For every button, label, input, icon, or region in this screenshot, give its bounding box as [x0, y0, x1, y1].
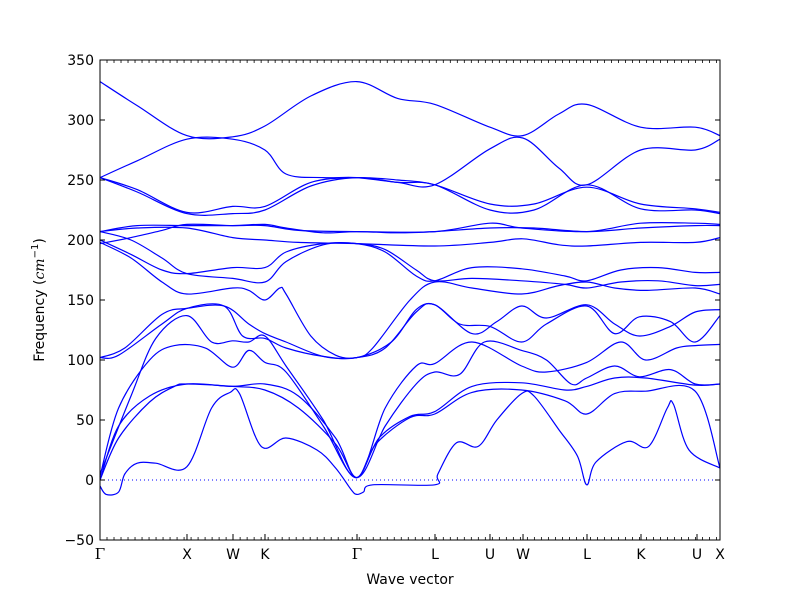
- dispersion-branch-5: [99, 314, 721, 479]
- y-axis-ticks: −50 0 50 100 150 200 250 300 350: [64, 53, 720, 549]
- y-tick-label: 0: [85, 473, 94, 489]
- dispersion-branch-8: [99, 241, 721, 359]
- x-tick-label: U: [485, 547, 495, 563]
- dispersion-branch-14: [99, 176, 721, 216]
- y-axis-label: Frequency (cm−1): [30, 238, 48, 362]
- dispersion-branch-12: [99, 226, 721, 247]
- dispersion-branch-9: [99, 239, 721, 282]
- dispersion-branch-15: [99, 176, 721, 214]
- x-tick-label: X: [715, 547, 725, 563]
- y-axis-label-unit: cm: [32, 258, 48, 279]
- x-tick-label: Γ: [95, 545, 105, 563]
- dispersion-branch-10: [99, 231, 721, 289]
- x-tick-label: K: [636, 547, 646, 563]
- y-axis-label-suffix: ): [32, 238, 48, 243]
- y-tick-label: 350: [67, 53, 94, 69]
- y-tick-label: 100: [67, 353, 94, 369]
- dispersion-branch-6: [99, 302, 721, 360]
- y-tick-label: 50: [76, 413, 94, 429]
- x-tick-label: L: [431, 547, 439, 563]
- y-axis-label-exponent: −1: [30, 244, 41, 259]
- dispersion-branch-3: [99, 376, 721, 481]
- y-tick-label: 300: [67, 113, 94, 129]
- dispersion-branch-16: [99, 136, 721, 188]
- dispersion-branch-2: [99, 383, 721, 481]
- x-tick-label: W: [516, 547, 530, 563]
- y-tick-label: 200: [67, 233, 94, 249]
- y-tick-label: 150: [67, 293, 94, 309]
- dispersion-branch-4: [99, 340, 721, 479]
- dispersion-branch-13: [99, 223, 721, 234]
- dispersion-branch-7: [99, 303, 721, 360]
- x-tick-label: W: [226, 547, 240, 563]
- x-tick-label: X: [182, 547, 192, 563]
- x-tick-label: L: [583, 547, 591, 563]
- y-tick-label: −50: [64, 533, 94, 549]
- x-tick-label: U: [692, 547, 702, 563]
- dispersion-branch-17: [99, 80, 721, 140]
- x-axis-label: Wave vector: [366, 572, 454, 588]
- y-tick-label: 250: [67, 173, 94, 189]
- x-tick-label: K: [260, 547, 270, 563]
- x-tick-label: Γ: [352, 545, 362, 563]
- dispersion-branch-1: [99, 388, 721, 496]
- dispersion-branches: [99, 80, 721, 496]
- y-axis-label-prefix: Frequency (: [32, 280, 48, 362]
